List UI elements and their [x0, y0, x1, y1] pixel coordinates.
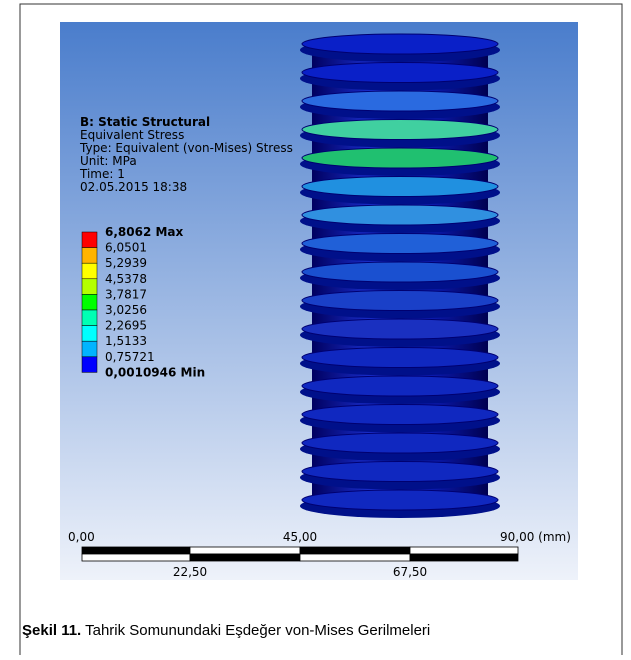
legend-swatch [82, 279, 97, 295]
legend-label: 0,75721 [105, 350, 155, 364]
thread [302, 490, 498, 510]
thread [302, 405, 498, 425]
thread [302, 376, 498, 396]
thread [302, 262, 498, 282]
legend-swatch [82, 326, 97, 342]
legend-label: 4,5378 [105, 272, 147, 286]
legend-label: 2,2695 [105, 319, 147, 333]
result-info-line: Type: Equivalent (von-Mises) Stress [79, 141, 293, 155]
thread [302, 148, 498, 168]
legend-swatch [82, 294, 97, 310]
caption: Şekil 11. Tahrik Somunundaki Eşdeğer von… [22, 622, 430, 639]
result-info-line: Time: 1 [79, 167, 125, 181]
scale-segment [300, 554, 410, 561]
thread [302, 205, 498, 225]
scale-segment [410, 554, 518, 561]
legend-swatch [82, 263, 97, 279]
result-title: B: Static Structural [80, 115, 210, 129]
page: B: Static Structural Equivalent StressTy… [0, 0, 631, 655]
thread [302, 348, 498, 368]
figure: B: Static Structural Equivalent StressTy… [0, 0, 631, 655]
result-info-line: Equivalent Stress [80, 128, 184, 142]
legend-label: 1,5133 [105, 334, 147, 348]
legend-label: 3,7817 [105, 287, 147, 301]
caption-label: Şekil 11. [22, 622, 81, 639]
scale-segment [300, 547, 410, 554]
thread [302, 177, 498, 197]
legend-label: 6,0501 [105, 241, 147, 255]
scale-label: 22,50 [173, 565, 207, 579]
scale-label: 45,00 [283, 530, 317, 544]
legend-swatch [82, 232, 97, 248]
legend-label: 5,2939 [105, 256, 147, 270]
legend-label: 6,8062 Max [105, 225, 184, 239]
caption-text: Tahrik Somunundaki Eşdeğer von-Mises Ger… [81, 622, 430, 639]
legend-label: 0,0010946 Min [105, 365, 205, 379]
thread [302, 120, 498, 140]
thread [302, 319, 498, 339]
scale-label: 90,00 (mm) [500, 530, 571, 544]
scale-label: 67,50 [393, 565, 427, 579]
scale-segment [190, 554, 300, 561]
thread [302, 291, 498, 311]
result-info-line: 02.05.2015 18:38 [80, 180, 187, 194]
scale-segment [82, 554, 190, 561]
scale-label: 0,00 [68, 530, 95, 544]
legend-swatch [82, 341, 97, 357]
scale-segment [410, 547, 518, 554]
thread [302, 433, 498, 453]
scale-segment [82, 547, 190, 554]
thread [302, 34, 498, 54]
thread [302, 91, 498, 111]
bolt-model [300, 34, 500, 518]
thread [302, 63, 498, 83]
legend-swatch [82, 310, 97, 326]
legend-swatch [82, 248, 97, 264]
thread [302, 462, 498, 482]
legend-swatch [82, 357, 97, 373]
result-info-line: Unit: MPa [80, 154, 137, 168]
scale-segment [190, 547, 300, 554]
legend-label: 3,0256 [105, 303, 147, 317]
thread [302, 234, 498, 254]
